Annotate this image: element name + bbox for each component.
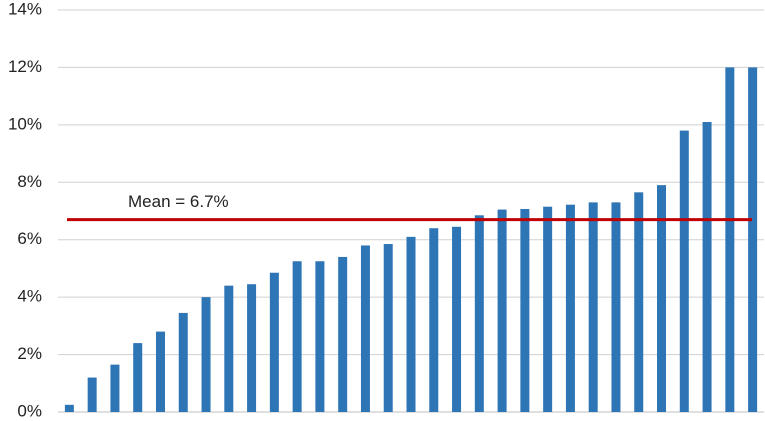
bar	[565, 204, 575, 412]
bar	[201, 297, 211, 412]
bar	[110, 364, 120, 412]
bar	[497, 209, 507, 412]
bar	[429, 228, 439, 412]
y-tick-label: 0%	[17, 401, 42, 420]
bar	[702, 121, 712, 412]
bar	[383, 244, 393, 412]
bar	[634, 192, 644, 412]
y-tick-label: 8%	[17, 172, 42, 191]
bar	[338, 256, 348, 412]
bar	[725, 67, 735, 412]
y-tick-label: 2%	[17, 344, 42, 363]
bar	[588, 202, 598, 412]
bar	[543, 206, 553, 412]
bar	[269, 272, 279, 412]
y-tick-label: 4%	[17, 287, 42, 306]
bar	[679, 130, 689, 412]
bar	[224, 285, 234, 412]
bar	[292, 261, 302, 412]
y-tick-label: 10%	[8, 114, 42, 133]
bar	[155, 331, 165, 412]
bar	[360, 245, 370, 412]
bar	[87, 377, 97, 412]
bar	[748, 67, 758, 412]
bar	[520, 208, 530, 412]
bar	[474, 215, 484, 412]
y-tick-label: 14%	[8, 0, 42, 18]
bar	[452, 226, 462, 412]
annotation: Mean = 6.7%	[128, 192, 229, 211]
bar	[406, 236, 416, 412]
y-tick-label: 12%	[8, 57, 42, 76]
bar	[247, 284, 257, 412]
bar	[64, 404, 74, 412]
bar	[133, 343, 143, 412]
bar	[178, 312, 188, 412]
bar	[315, 261, 325, 412]
bar	[657, 185, 667, 412]
bar	[611, 202, 621, 412]
y-tick-label: 6%	[17, 229, 42, 248]
